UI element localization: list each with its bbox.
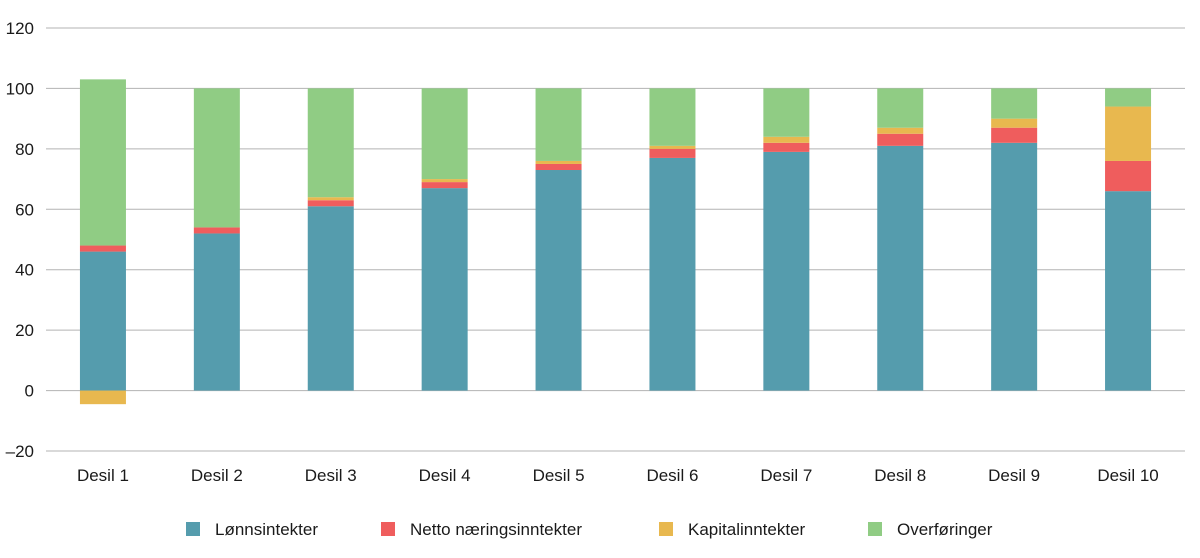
x-category-label: Desil 10: [1097, 466, 1158, 485]
y-tick-label: 60: [15, 200, 34, 219]
legend-swatch: [868, 522, 882, 536]
bar-segment: [649, 145, 696, 149]
bar-segment: [535, 170, 582, 391]
legend-label: Netto næringsinntekter: [410, 520, 582, 539]
x-category-label: Desil 6: [646, 466, 698, 485]
y-tick-label: –20: [6, 442, 34, 461]
bar-segment: [79, 79, 126, 246]
bar-segment: [1105, 88, 1152, 107]
bar-segment: [193, 227, 240, 234]
legend-swatch: [659, 522, 673, 536]
x-category-label: Desil 1: [77, 466, 129, 485]
bar-segment: [307, 206, 354, 391]
x-category-label: Desil 9: [988, 466, 1040, 485]
y-tick-label: 100: [6, 79, 34, 98]
bar-segment: [991, 142, 1038, 391]
bar-segment: [307, 88, 354, 198]
bar-segment: [649, 148, 696, 158]
bar-segment: [877, 133, 924, 146]
bar-segment: [421, 88, 468, 180]
legend-swatch: [381, 522, 395, 536]
x-category-label: Desil 8: [874, 466, 926, 485]
bar-segment: [193, 233, 240, 391]
bar-segment: [193, 88, 240, 228]
bar-segment: [79, 390, 126, 405]
legend-swatch: [186, 522, 200, 536]
y-tick-label: 120: [6, 19, 34, 38]
bar-segment: [307, 200, 354, 207]
bar-segment: [763, 88, 810, 137]
bar-segment: [421, 179, 468, 183]
bars: [79, 79, 1152, 405]
x-category-label: Desil 7: [760, 466, 812, 485]
bar-segment: [421, 188, 468, 391]
bar-segment: [307, 197, 354, 201]
bar-segment: [421, 182, 468, 189]
bar-segment: [763, 136, 810, 143]
y-tick-label: 0: [25, 382, 34, 401]
legend-label: Lønnsintekter: [215, 520, 318, 539]
bar-segment: [1105, 191, 1152, 391]
bar-segment: [535, 160, 582, 164]
bar-segment: [535, 88, 582, 161]
y-tick-label: 20: [15, 321, 34, 340]
legend: Lønnsintekter Netto næringsinntekter Kapit…: [186, 520, 993, 539]
bar-segment: [991, 118, 1038, 128]
x-category-label: Desil 2: [191, 466, 243, 485]
x-category-label: Desil 4: [419, 466, 471, 485]
bar-segment: [877, 88, 924, 128]
legend-label: Overføringer: [897, 520, 993, 539]
y-tick-label: 40: [15, 261, 34, 280]
bar-segment: [649, 88, 696, 146]
bar-segment: [763, 142, 810, 152]
bar-segment: [877, 145, 924, 391]
x-category-label: Desil 5: [533, 466, 585, 485]
bar-segment: [1105, 160, 1152, 192]
bar-segment: [763, 151, 810, 391]
bar-segment: [649, 157, 696, 391]
y-axis-tick-labels: –20 0 20 40 60 80 100 120: [6, 19, 34, 461]
bar-segment: [79, 251, 126, 391]
legend-label: Kapitalinntekter: [688, 520, 806, 539]
x-axis-category-labels: Desil 1 Desil 2 Desil 3 Desil 4 Desil 5 Desil…: [77, 466, 1159, 485]
bar-segment: [1105, 106, 1152, 161]
y-tick-label: 80: [15, 140, 34, 159]
bar-segment: [79, 245, 126, 252]
x-category-label: Desil 3: [305, 466, 357, 485]
bar-segment: [991, 88, 1038, 119]
bar-segment: [877, 127, 924, 134]
bar-segment: [991, 127, 1038, 143]
bar-segment: [535, 163, 582, 171]
